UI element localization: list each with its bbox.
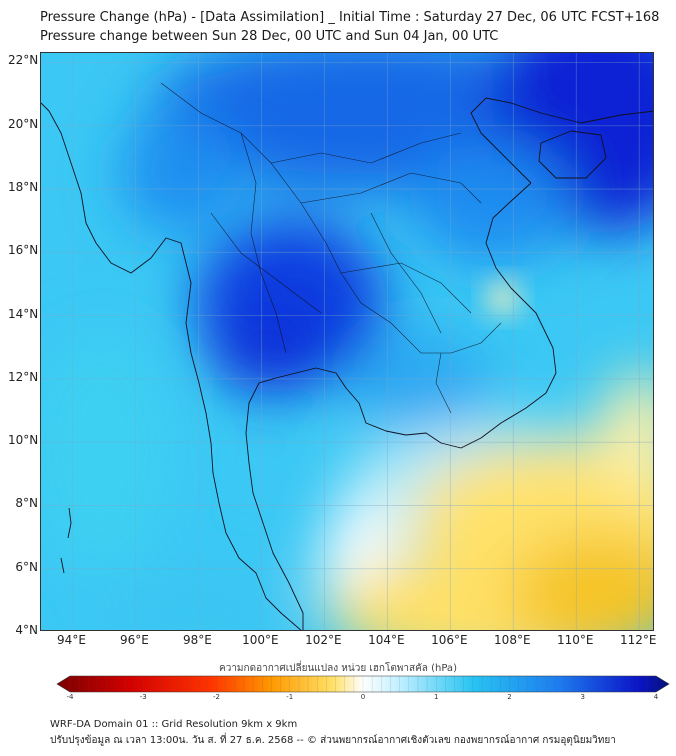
colorbar-tick-label: 4 [653, 693, 659, 701]
colorbar-tick-label: -2 [213, 693, 220, 701]
admin-borders [160, 82, 502, 414]
pressure-change-map [40, 52, 654, 631]
colorbar-tick-label: 2 [507, 693, 512, 701]
colorbar [56, 675, 670, 693]
lat-label: 10°N [8, 433, 39, 448]
lon-label: 112°E [620, 633, 657, 647]
colorbar-title: ความกดอากาศเปลี่ยนแปลง หน่วย เฮกโตพาสคัล… [219, 663, 457, 674]
lon-label: 96°E [120, 633, 149, 647]
map-subtitle: Pressure change between Sun 28 Dec, 00 U… [40, 29, 499, 44]
lon-label: 104°E [368, 633, 405, 647]
coastlines [41, 97, 653, 630]
lon-label: 102°E [305, 633, 342, 647]
lat-label: 16°N [8, 243, 39, 258]
lon-label: 94°E [57, 633, 86, 647]
lat-label: 14°N [8, 306, 39, 321]
pressure-field [41, 53, 653, 630]
lat-label: 8°N [15, 496, 38, 511]
lat-label: 20°N [8, 116, 39, 131]
lat-label: 12°N [8, 369, 39, 384]
lon-label: 106°E [431, 633, 468, 647]
lat-label: 4°N [15, 623, 38, 637]
lon-label: 110°E [557, 633, 594, 647]
map-canvas [41, 53, 653, 630]
lat-lon-grid [41, 53, 653, 630]
lon-label: 108°E [494, 633, 531, 647]
map-title: Pressure Change (hPa) - [Data Assimilati… [40, 10, 660, 25]
lon-label: 100°E [242, 633, 279, 647]
colorbar-tick-label: -1 [286, 693, 294, 701]
colorbar-tick-label: 1 [434, 693, 439, 701]
lon-label: 98°E [182, 633, 212, 647]
colorbar-tick-label: -3 [139, 693, 147, 701]
colorbar-tick-label: 0 [360, 693, 366, 701]
footer-update-info: ปรับปรุงข้อมูล ณ เวลา 13:00น. วัน ส. ที่… [50, 735, 616, 746]
lat-label: 18°N [8, 180, 39, 195]
colorbar-tick-label: -4 [66, 693, 74, 701]
lat-label: 22°N [8, 53, 39, 68]
colorbar-tick-label: 3 [580, 693, 585, 701]
footer-model-info: WRF-DA Domain 01 :: Grid Resolution 9km … [50, 719, 298, 730]
lat-label: 6°N [15, 559, 38, 574]
